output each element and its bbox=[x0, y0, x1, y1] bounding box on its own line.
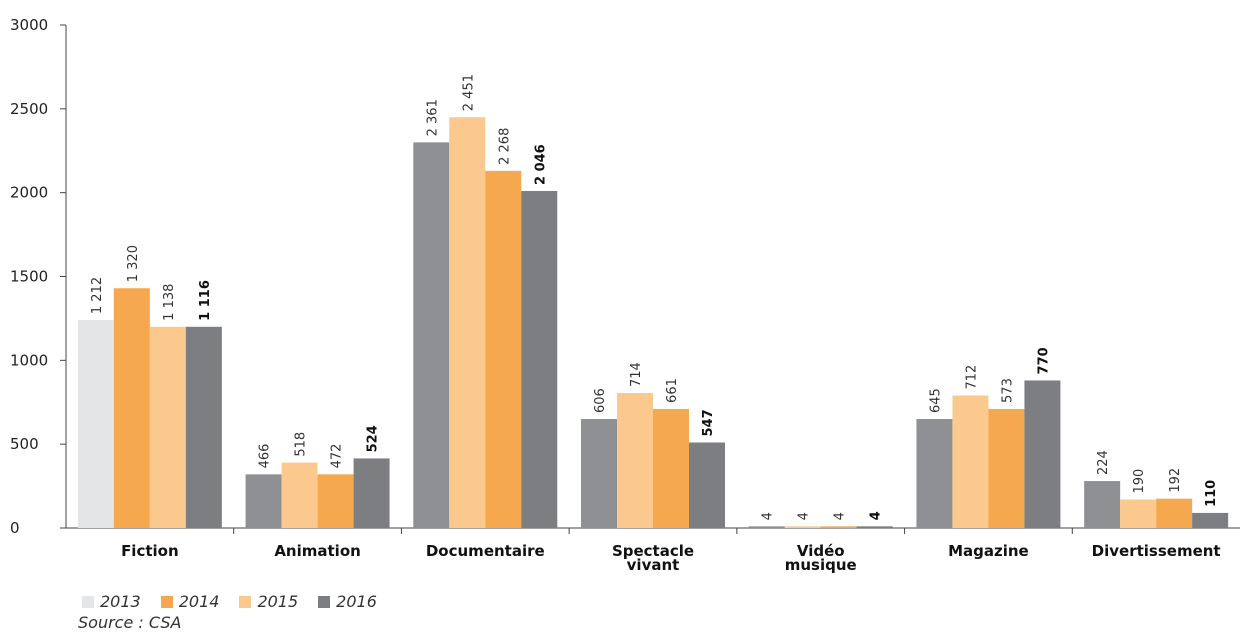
category-label: Animation bbox=[274, 542, 360, 560]
data-label: 524 bbox=[366, 425, 381, 452]
data-label: 466 bbox=[258, 444, 273, 469]
legend-swatch-2016 bbox=[318, 595, 331, 608]
data-label: 2 046 bbox=[533, 144, 548, 185]
bar-chart: 0 500 1000 1500 2000 2500 3000 1 212 1 320 1 138 1… bbox=[10, 16, 1240, 574]
data-label: 606 bbox=[593, 388, 608, 413]
y-tick-label: 500 bbox=[10, 435, 39, 453]
data-label: 2 268 bbox=[497, 128, 512, 165]
data-label: 712 bbox=[964, 365, 979, 390]
bar-2016 bbox=[185, 326, 222, 528]
data-label: 1 320 bbox=[126, 245, 141, 282]
data-label: 472 bbox=[330, 444, 345, 469]
legend-label-2015: 2015 bbox=[257, 592, 299, 611]
category-label-line: Fiction bbox=[121, 542, 179, 560]
data-label: 573 bbox=[1000, 378, 1015, 403]
data-label: 2 451 bbox=[461, 74, 476, 111]
bar-2015 bbox=[820, 526, 857, 528]
bar-2013 bbox=[77, 320, 114, 528]
category-label-line: vivant bbox=[627, 556, 680, 574]
category-label-line: Vidéo bbox=[797, 542, 845, 560]
bar-2014 bbox=[617, 393, 653, 528]
legend-label-2014: 2014 bbox=[178, 592, 220, 611]
category-label: Fiction bbox=[121, 542, 179, 560]
legend-label-2016: 2016 bbox=[336, 592, 377, 611]
category-label-line: Magazine bbox=[948, 542, 1029, 560]
data-label: 192 bbox=[1168, 468, 1183, 493]
category-label-line: Divertissement bbox=[1092, 542, 1221, 560]
y-tick-label: 0 bbox=[10, 519, 20, 537]
data-label: 190 bbox=[1132, 469, 1147, 494]
bar-2015 bbox=[653, 408, 689, 528]
bar-2013 bbox=[748, 526, 785, 528]
y-tick-label: 2500 bbox=[10, 100, 48, 118]
y-tick-label: 3000 bbox=[10, 16, 48, 34]
legend-swatch-2014 bbox=[160, 595, 173, 608]
data-label: 1 212 bbox=[90, 277, 105, 314]
y-tick-label: 1500 bbox=[10, 268, 48, 286]
bar-2013 bbox=[916, 419, 953, 528]
bar-2013 bbox=[413, 142, 450, 528]
bar-2015 bbox=[988, 408, 1025, 528]
legend-swatch-2013 bbox=[82, 595, 94, 608]
source-note: Source : CSA bbox=[78, 613, 182, 632]
category-label: Vidéo musique bbox=[785, 542, 857, 574]
bar-2016 bbox=[1024, 380, 1061, 528]
category-label: Spectacle vivant bbox=[612, 542, 694, 574]
bar-2016 bbox=[856, 526, 893, 528]
bar-2016 bbox=[521, 190, 558, 529]
data-label: 4 bbox=[761, 512, 776, 520]
bar-2015 bbox=[317, 474, 354, 528]
data-label: 110 bbox=[1204, 480, 1219, 507]
y-tick-label: 1000 bbox=[10, 351, 48, 369]
bar-2014 bbox=[784, 526, 821, 528]
bar-2016 bbox=[1192, 512, 1229, 528]
category-label-line: Spectacle bbox=[612, 542, 694, 560]
data-label: 4 bbox=[869, 511, 884, 520]
category-label-line: musique bbox=[785, 556, 857, 574]
category-label: Divertissement bbox=[1092, 542, 1221, 560]
category-label-line: Documentaire bbox=[426, 542, 545, 560]
chart-legend: 2013 2014 2015 2016 bbox=[78, 592, 387, 611]
legend-label-2013: 2013 bbox=[100, 592, 141, 611]
data-label: 645 bbox=[928, 388, 943, 413]
y-tick-label: 2000 bbox=[10, 184, 48, 202]
data-label: 2 361 bbox=[425, 99, 440, 136]
bar-2015 bbox=[1156, 498, 1193, 528]
category-label-line: Animation bbox=[274, 542, 360, 560]
data-label: 547 bbox=[701, 409, 716, 436]
bar-2014 bbox=[449, 117, 486, 528]
data-label: 4 bbox=[797, 512, 812, 520]
bar-2013 bbox=[581, 419, 617, 528]
bar-2015 bbox=[149, 326, 186, 528]
data-label: 714 bbox=[629, 362, 644, 387]
data-label: 224 bbox=[1096, 450, 1111, 475]
data-label: 1 116 bbox=[198, 280, 213, 321]
data-label: 518 bbox=[294, 432, 309, 457]
bar-2015 bbox=[485, 170, 522, 528]
category-label: Documentaire bbox=[426, 542, 545, 560]
bar-2014 bbox=[113, 288, 150, 528]
data-label: 1 138 bbox=[162, 284, 177, 321]
bar-2013 bbox=[1084, 481, 1121, 528]
data-label: 4 bbox=[833, 512, 848, 520]
bar-2014 bbox=[1120, 499, 1157, 528]
bar-2016 bbox=[689, 442, 725, 528]
bar-2014 bbox=[952, 395, 989, 528]
legend-swatch-2015 bbox=[239, 595, 252, 608]
category-label: Magazine bbox=[948, 542, 1029, 560]
bar-2016 bbox=[353, 458, 390, 528]
data-label: 770 bbox=[1036, 347, 1051, 374]
bar-2013 bbox=[245, 474, 282, 528]
bar-2014 bbox=[281, 462, 318, 528]
data-label: 661 bbox=[665, 378, 680, 403]
